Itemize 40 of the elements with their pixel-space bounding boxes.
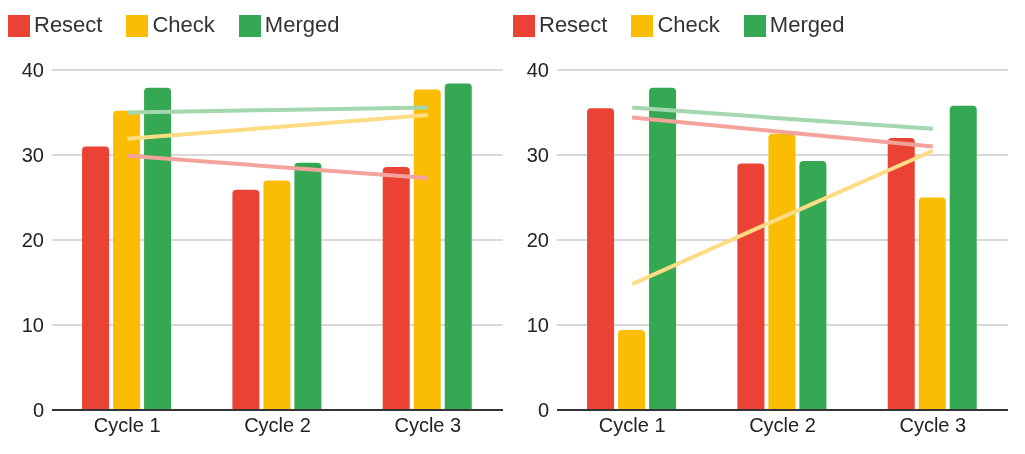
bar (918, 197, 946, 410)
legend-label: Merged (769, 12, 845, 37)
x-tick-label: Cycle 2 (244, 414, 311, 437)
y-tick-label: 30 (21, 144, 44, 167)
legend-label: Check (657, 12, 720, 37)
bar (949, 105, 977, 410)
bar (263, 180, 291, 410)
bar (649, 87, 677, 410)
y-tick-label: 0 (32, 399, 44, 422)
bar (413, 89, 441, 410)
y-tick-label: 20 (526, 229, 549, 252)
bar (232, 189, 260, 410)
legend-label: Resect (539, 12, 608, 37)
y-tick-label: 40 (21, 59, 44, 82)
y-tick-label: 40 (526, 59, 549, 82)
legend-label: Resect (34, 12, 103, 37)
x-tick-label: Cycle 3 (899, 414, 967, 437)
x-tick-label: Cycle 2 (749, 414, 816, 437)
x-tick-label: Cycle 3 (394, 414, 462, 437)
bar (82, 146, 110, 410)
bar (444, 83, 472, 410)
legend-label: Merged (264, 12, 340, 37)
bar (887, 138, 915, 410)
y-tick-label: 30 (526, 144, 549, 167)
bar (737, 163, 765, 410)
bar (799, 160, 827, 410)
bar (144, 87, 172, 410)
x-tick-label: Cycle 1 (598, 414, 666, 437)
bar (768, 133, 796, 410)
bar (587, 108, 615, 410)
y-tick-label: 10 (526, 314, 549, 337)
x-tick-label: Cycle 1 (93, 414, 161, 437)
legend-label: Check (152, 12, 215, 37)
y-tick-label: 0 (537, 399, 549, 422)
bar (382, 166, 410, 410)
y-tick-label: 20 (21, 229, 44, 252)
y-tick-label: 10 (21, 314, 44, 337)
bar (294, 162, 322, 410)
bar (618, 330, 646, 410)
bar (113, 110, 141, 410)
